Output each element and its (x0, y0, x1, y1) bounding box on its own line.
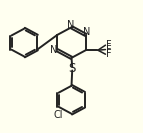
Text: N: N (67, 20, 75, 30)
Text: Cl: Cl (54, 110, 63, 120)
Text: N: N (50, 45, 58, 55)
Text: F: F (106, 49, 112, 59)
Text: N: N (83, 27, 90, 37)
Text: F: F (106, 45, 112, 55)
Text: F: F (106, 40, 112, 50)
Text: S: S (68, 62, 76, 75)
